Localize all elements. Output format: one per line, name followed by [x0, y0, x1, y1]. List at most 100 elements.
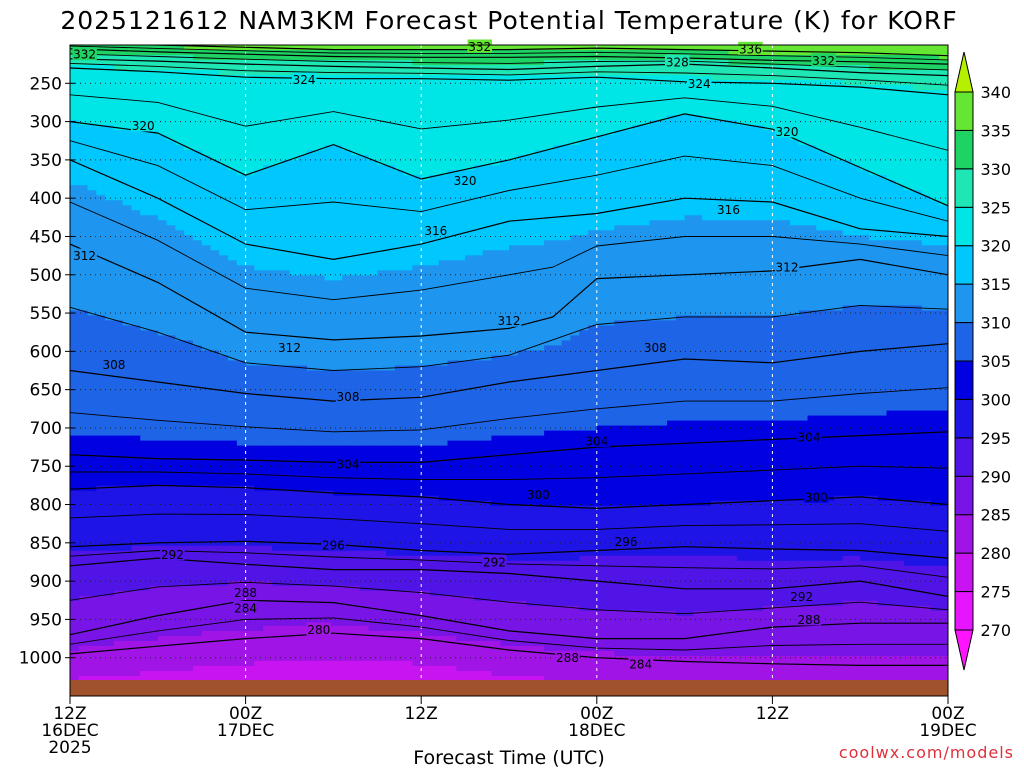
field-cell	[886, 100, 896, 106]
field-cell	[368, 165, 378, 171]
field-cell	[552, 60, 563, 66]
field-cell	[816, 110, 826, 116]
field-cell	[122, 150, 133, 156]
field-cell	[333, 115, 343, 121]
field-cell	[509, 75, 519, 81]
field-cell	[710, 130, 721, 136]
field-cell	[289, 165, 299, 171]
field-cell	[122, 155, 133, 161]
field-cell	[561, 195, 572, 201]
field-cell	[87, 190, 97, 196]
field-cell	[719, 285, 730, 291]
field-cell	[640, 235, 651, 241]
field-cell	[895, 210, 905, 216]
field-cell	[263, 50, 273, 56]
field-cell	[113, 235, 124, 241]
field-cell	[122, 135, 133, 141]
field-cell	[368, 190, 378, 196]
field-cell	[403, 280, 414, 286]
field-cell	[886, 140, 896, 146]
field-cell	[219, 255, 229, 261]
field-cell	[737, 70, 747, 76]
field-cell	[456, 145, 466, 151]
field-cell	[702, 245, 712, 251]
field-cell	[640, 125, 651, 131]
field-cell	[640, 270, 651, 276]
field-cell	[184, 290, 194, 296]
field-cell	[394, 115, 405, 121]
field-cell	[579, 290, 589, 296]
field-cell	[675, 270, 686, 276]
field-cell	[842, 205, 853, 211]
field-cell	[588, 115, 598, 121]
field-cell	[614, 60, 624, 66]
field-cell	[201, 175, 212, 181]
field-cell	[930, 105, 940, 111]
field-cell	[289, 130, 299, 136]
field-cell	[763, 205, 773, 211]
field-cell	[904, 280, 914, 286]
field-cell	[798, 130, 809, 136]
field-cell	[315, 75, 326, 81]
field-cell	[386, 175, 396, 181]
field-cell	[465, 75, 475, 81]
field-cell	[719, 175, 730, 181]
field-cell	[149, 70, 159, 76]
field-cell	[210, 165, 220, 171]
field-cell	[640, 65, 651, 71]
field-cell	[868, 235, 879, 241]
field-cell	[157, 205, 168, 211]
field-cell	[70, 135, 80, 141]
field-cell	[710, 60, 721, 66]
field-cell	[359, 255, 370, 261]
field-cell	[746, 280, 756, 286]
field-cell	[798, 170, 809, 176]
field-cell	[517, 210, 528, 216]
field-cell	[175, 160, 185, 166]
field-cell	[710, 185, 721, 191]
field-cell	[210, 90, 220, 96]
field-cell	[254, 60, 264, 66]
field-cell	[175, 185, 185, 191]
field-cell	[210, 75, 220, 81]
field-cell	[359, 170, 370, 176]
field-cell	[667, 155, 677, 161]
field-cell	[403, 260, 414, 266]
field-cell	[386, 280, 396, 286]
field-cell	[263, 285, 273, 291]
field-cell	[394, 145, 405, 151]
field-cell	[500, 230, 510, 236]
field-cell	[394, 90, 405, 96]
field-cell	[377, 275, 387, 281]
field-cell	[544, 185, 554, 191]
field-cell	[693, 255, 703, 261]
field-cell	[833, 140, 844, 146]
field-cell	[763, 75, 773, 81]
field-cell	[675, 200, 686, 206]
field-cell	[298, 180, 308, 186]
field-cell	[105, 120, 115, 126]
field-cell	[307, 235, 317, 241]
field-cell	[184, 190, 194, 196]
field-cell	[825, 155, 835, 161]
field-cell	[201, 155, 212, 161]
field-cell	[640, 160, 651, 166]
field-cell	[789, 65, 800, 71]
field-cell	[465, 190, 475, 196]
field-cell	[746, 145, 756, 151]
field-cell	[359, 90, 370, 96]
field-cell	[877, 50, 888, 56]
field-cell	[377, 55, 387, 61]
field-cell	[192, 190, 203, 196]
field-cell	[342, 125, 352, 131]
field-cell	[280, 170, 291, 176]
field-cell	[605, 110, 615, 116]
field-cell	[596, 160, 607, 166]
field-cell	[254, 170, 264, 176]
field-cell	[658, 215, 668, 221]
field-cell	[702, 215, 712, 221]
field-cell	[658, 95, 668, 101]
field-cell	[254, 240, 264, 246]
field-cell	[307, 285, 317, 291]
field-cell	[544, 195, 554, 201]
